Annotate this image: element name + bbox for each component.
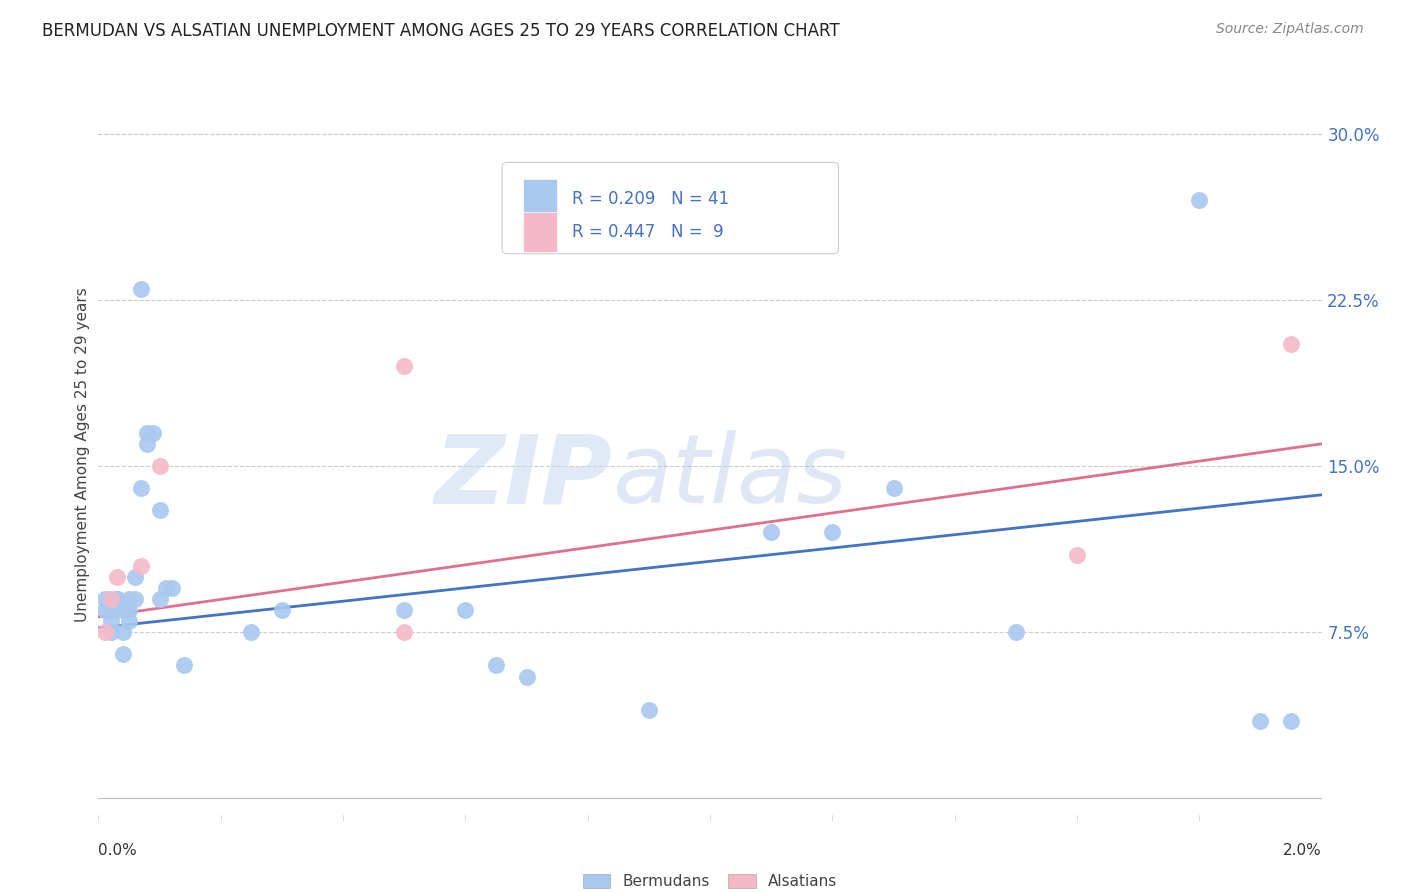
Point (485, 658, 508, 673)
Text: 2.0%: 2.0% (1282, 843, 1322, 858)
Text: 0.0%: 0.0% (98, 843, 138, 858)
Bar (523, 178, 557, 219)
Point (129, 558, 152, 573)
Point (173, 658, 195, 673)
Text: R = 0.447   N =  9: R = 0.447 N = 9 (572, 223, 724, 241)
Text: ZIP: ZIP (434, 430, 612, 524)
Point (136, 425, 159, 440)
Point (637, 703, 661, 717)
Point (105, 592, 128, 607)
Point (124, 592, 146, 607)
Point (392, 359, 416, 374)
Point (100, 592, 122, 607)
Bar (523, 211, 557, 252)
Point (160, 581, 183, 595)
Point (124, 570, 146, 584)
Point (105, 570, 128, 584)
Point (454, 603, 477, 617)
Point (516, 669, 538, 683)
Point (100, 614, 122, 628)
Point (118, 592, 141, 607)
Point (1004, 625, 1026, 640)
Point (111, 603, 134, 617)
Point (1066, 548, 1088, 562)
Legend: Bermudans, Alsatians: Bermudans, Alsatians (575, 867, 845, 892)
Y-axis label: Unemployment Among Ages 25 to 29 years: Unemployment Among Ages 25 to 29 years (75, 287, 90, 623)
Point (129, 282, 152, 296)
Point (270, 603, 294, 617)
Point (93, 625, 115, 640)
Point (1188, 193, 1211, 207)
Point (1249, 714, 1271, 728)
Point (118, 603, 141, 617)
Point (142, 425, 165, 440)
Text: atlas: atlas (612, 430, 848, 524)
Point (93, 592, 115, 607)
Point (136, 437, 159, 451)
Point (1279, 337, 1302, 351)
Point (105, 603, 128, 617)
Point (821, 525, 844, 540)
Point (155, 581, 177, 595)
Point (392, 625, 416, 640)
Point (111, 625, 134, 640)
Text: R = 0.209   N = 41: R = 0.209 N = 41 (572, 190, 728, 208)
Point (149, 503, 172, 517)
Point (1279, 714, 1302, 728)
Text: Source: ZipAtlas.com: Source: ZipAtlas.com (1216, 22, 1364, 37)
Point (129, 481, 152, 495)
FancyBboxPatch shape (502, 162, 838, 253)
Point (105, 592, 128, 607)
Point (111, 648, 134, 662)
Point (100, 625, 122, 640)
Point (883, 481, 905, 495)
Point (93, 603, 115, 617)
Point (118, 614, 141, 628)
Point (149, 592, 172, 607)
Text: BERMUDAN VS ALSATIAN UNEMPLOYMENT AMONG AGES 25 TO 29 YEARS CORRELATION CHART: BERMUDAN VS ALSATIAN UNEMPLOYMENT AMONG … (42, 22, 839, 40)
Point (240, 625, 263, 640)
Point (100, 603, 122, 617)
Point (149, 458, 172, 473)
Point (100, 592, 122, 607)
Point (392, 603, 416, 617)
Point (759, 525, 782, 540)
